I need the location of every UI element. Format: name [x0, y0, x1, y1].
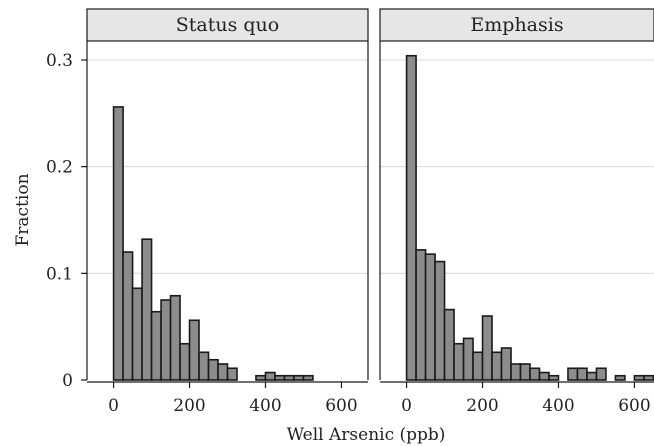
- histogram-bar: [529, 367, 541, 381]
- histogram-bar: [198, 351, 210, 381]
- panel-frames: [81, 8, 654, 388]
- histogram-bar: [586, 371, 598, 381]
- histogram-bar: [283, 374, 295, 381]
- x-tick-label: 200: [466, 396, 498, 416]
- histogram-bar: [424, 253, 436, 381]
- histogram-bar: [264, 371, 276, 381]
- histogram-bar: [472, 351, 484, 381]
- panel-title: Status quo: [176, 14, 279, 36]
- histogram-bar: [491, 351, 503, 381]
- chart-text: Status quo 0 200 400 600 Emphasis 0 200 400 600 0 0…: [46, 14, 651, 416]
- y-tick-label: 0: [62, 371, 73, 391]
- histogram-bar: [150, 310, 162, 381]
- x-tick-label: 400: [542, 396, 574, 416]
- histogram-bar: [405, 54, 417, 381]
- panel-title: Emphasis: [470, 14, 563, 36]
- x-tick-label: 0: [401, 396, 412, 416]
- histogram-bar: [415, 249, 427, 381]
- histogram-bar: [255, 374, 267, 381]
- x-tick-label: 0: [108, 396, 119, 416]
- histogram-bar: [643, 374, 654, 381]
- y-tick-label: 0.1: [46, 264, 73, 284]
- histogram-bar: [179, 342, 191, 381]
- x-tick-label: 600: [618, 396, 650, 416]
- histogram-bar: [462, 337, 474, 381]
- histogram-bar: [160, 299, 172, 381]
- y-axis-label: Fraction: [13, 173, 33, 246]
- panel-strip: [86, 8, 369, 42]
- x-tick-label: 400: [249, 396, 281, 416]
- x-axis-label: Well Arsenic (ppb): [287, 425, 446, 445]
- histogram-bar: [519, 363, 531, 381]
- histogram-bar: [500, 347, 512, 381]
- histogram-bar: [293, 374, 305, 381]
- panel-strip: [379, 8, 654, 42]
- histogram-bar: [614, 374, 626, 381]
- histogram-bar: [217, 363, 229, 381]
- histogram-bar: [302, 374, 314, 381]
- histogram-bar: [567, 367, 579, 381]
- histogram-bar: [169, 294, 181, 381]
- histogram-bar: [434, 260, 446, 381]
- histogram-bar: [595, 367, 607, 381]
- x-tick-label: 200: [173, 396, 205, 416]
- histogram-bar: [226, 367, 238, 381]
- histogram-bar: [633, 374, 645, 381]
- histogram-bar: [122, 251, 134, 381]
- histogram-bar: [510, 363, 522, 381]
- histogram-bar: [131, 287, 143, 381]
- x-tick-label: 600: [325, 396, 357, 416]
- gridlines: [87, 59, 654, 274]
- y-tick-label: 0.3: [46, 51, 73, 71]
- histogram-bar: [207, 358, 219, 381]
- histogram-bar: [274, 374, 286, 381]
- histogram-bar: [112, 106, 124, 381]
- histogram-bar: [481, 315, 493, 381]
- histogram-bar: [443, 308, 455, 381]
- histogram-bar: [538, 371, 550, 381]
- histogram-bar: [141, 238, 153, 381]
- histogram-bars: [112, 54, 654, 381]
- histogram-bar: [453, 342, 465, 381]
- histogram-bar: [548, 374, 560, 381]
- y-tick-label: 0.2: [46, 158, 73, 178]
- histogram-bar: [188, 319, 200, 381]
- histogram-bar: [576, 367, 588, 381]
